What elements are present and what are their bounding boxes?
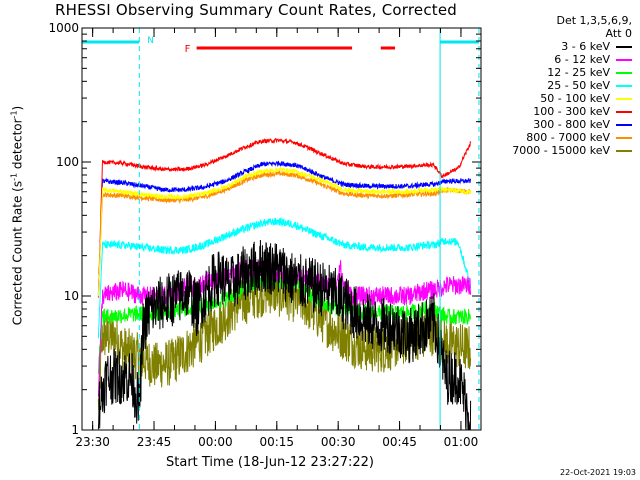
x-tick-label-5: 00:30 [321,435,356,449]
legend-item-1: 3 - 6 keV [478,40,638,53]
x-tick-label-1: 23:30 [75,435,110,449]
legend-swatch [616,150,632,152]
x-tick-label-6: 00:45 [382,435,417,449]
legend-swatch [616,124,632,126]
legend-item-4: 25 - 50 keV [478,79,638,92]
x-tick-label-3: 00:00 [198,435,233,449]
legend-swatch [616,137,632,139]
series-line-7 [97,160,472,294]
legend-item-5: 50 - 100 keV [478,92,638,105]
legend-label: 6 - 12 keV [554,53,610,66]
legend-swatch [616,85,632,87]
y-axis-label: Corrected Count Rate (s-1 detector-1) [9,105,25,326]
chart-title: RHESSI Observing Summary Count Rates, Co… [55,1,458,19]
legend-label: 50 - 100 keV [540,92,610,105]
legend-header-detectors: Det 1,3,5,6,9, [556,14,632,27]
legend-item-8: 800 - 7000 keV [478,131,638,144]
legend-label: 3 - 6 keV [561,40,610,53]
series-line-6 [97,137,472,298]
y-tick-label-2: 10 [64,289,79,303]
series-line-8 [97,169,472,295]
legend-swatch [616,111,632,113]
legend-swatch [616,46,632,48]
series-layer [97,137,472,430]
legend-label: 300 - 800 keV [533,118,610,131]
legend-swatch [616,72,632,74]
x-tick-label-4: 00:15 [259,435,294,449]
legend-label: 800 - 7000 keV [526,131,610,144]
marker-layer: NF [82,28,480,430]
flag-label: F [185,44,191,55]
legend-label: 12 - 25 keV [547,66,610,79]
legend-item-6: 100 - 300 keV [478,105,638,118]
axis-layer: 1 10 100 1000 23:30 23:45 00:00 00:15 00:30 00:45… [48,21,482,449]
legend-item-3: 12 - 25 keV [478,66,638,79]
legend-item-9: 7000 - 15000 keV [478,144,638,157]
legend-swatch [616,59,632,61]
legend-item-2: 6 - 12 keV [478,53,638,66]
legend-swatch [616,98,632,100]
legend-item-7: 300 - 800 keV [478,118,638,131]
legend-label: 25 - 50 keV [547,79,610,92]
timestamp: 22-Oct-2021 19:03 [560,468,636,477]
y-tick-label-4: 1000 [48,21,79,35]
legend-label: 100 - 300 keV [533,105,610,118]
plot-frame [81,27,482,431]
legend: Det 1,3,5,6,9, Att 0 3 - 6 keV 6 - 12 keV… [478,14,638,157]
night-label: N [147,36,154,46]
legend-label: 7000 - 15000 keV [512,144,610,157]
x-axis-label: Start Time (18-Jun-12 23:27:22) [166,455,374,470]
x-tick-label-2: 23:45 [137,435,172,449]
series-line-4 [97,217,472,339]
y-tick-label-1: 1 [71,423,79,437]
series-line-5 [97,166,472,297]
y-tick-label-3: 100 [56,155,79,169]
series-line-1 [97,239,472,430]
legend-header-attenuator: Att 0 [605,27,632,40]
x-tick-label-7: 01:00 [444,435,479,449]
